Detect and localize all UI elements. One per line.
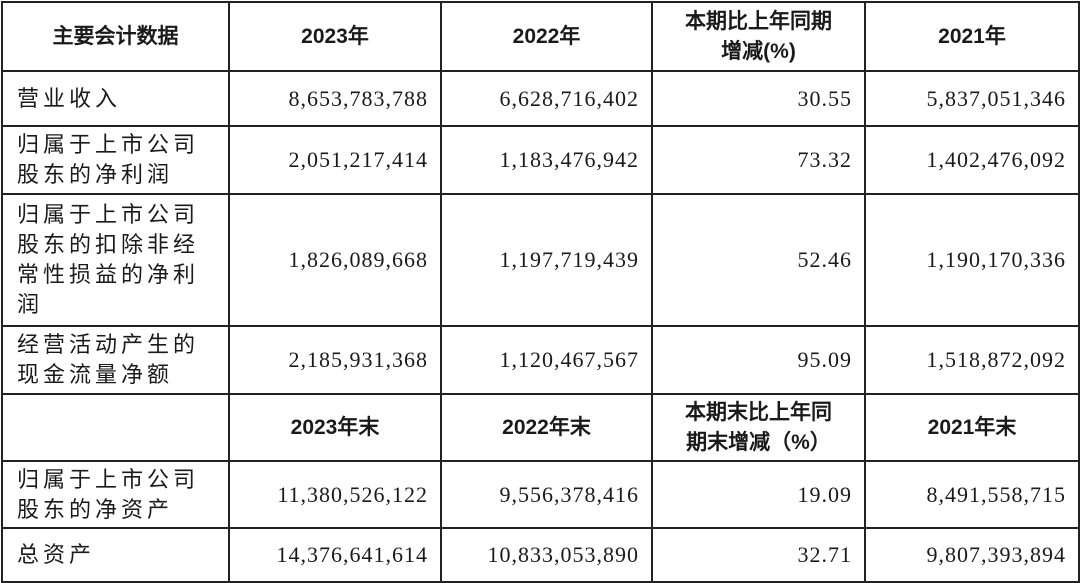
cell-value: 1,120,467,567	[440, 325, 653, 395]
row-label: 总资产	[1, 527, 230, 583]
header-cell	[1, 393, 230, 462]
table-row: 经营活动产生的现金流量净额 2,185,931,368 1,120,467,56…	[1, 325, 1080, 395]
cell-value: 11,380,526,122	[228, 460, 442, 529]
cell-value: 73.32	[651, 125, 866, 195]
header-cell: 2023年	[228, 1, 442, 72]
cell-value: 1,197,719,439	[440, 193, 653, 327]
cell-value: 2,051,217,414	[228, 125, 442, 195]
header-row-2: 2023年末 2022年末 本期末比上年同期末增减（%） 2021年末	[1, 393, 1080, 462]
table-row: 总资产 14,376,641,614 10,833,053,890 32.71 …	[1, 527, 1080, 583]
cell-value: 1,826,089,668	[228, 193, 442, 327]
row-label: 归属于上市公司股东的净利润	[1, 125, 230, 195]
row-label: 归属于上市公司股东的扣除非经常性损益的净利润	[1, 193, 230, 327]
header-cell: 2022年	[440, 1, 653, 72]
cell-value: 1,518,872,092	[864, 325, 1080, 395]
cell-value: 1,183,476,942	[440, 125, 653, 195]
row-label: 营业收入	[1, 70, 230, 127]
cell-value: 1,402,476,092	[864, 125, 1080, 195]
table-row: 营业收入 8,653,783,788 6,628,716,402 30.55 5…	[1, 70, 1080, 127]
table-row: 归属于上市公司股东的扣除非经常性损益的净利润 1,826,089,668 1,1…	[1, 193, 1080, 327]
cell-value: 30.55	[651, 70, 866, 127]
cell-value: 1,190,170,336	[864, 193, 1080, 327]
row-label: 经营活动产生的现金流量净额	[1, 325, 230, 395]
cell-value: 9,556,378,416	[440, 460, 653, 529]
header-cell: 2021年末	[864, 393, 1080, 462]
table-row: 归属于上市公司股东的净利润 2,051,217,414 1,183,476,94…	[1, 125, 1080, 195]
header-cell: 主要会计数据	[1, 1, 230, 72]
cell-value: 8,491,558,715	[864, 460, 1080, 529]
cell-value: 6,628,716,402	[440, 70, 653, 127]
cell-value: 10,833,053,890	[440, 527, 653, 583]
cell-value: 95.09	[651, 325, 866, 395]
cell-value: 8,653,783,788	[228, 70, 442, 127]
cell-value: 2,185,931,368	[228, 325, 442, 395]
header-cell: 本期末比上年同期末增减（%）	[651, 393, 866, 462]
cell-value: 9,807,393,894	[864, 527, 1080, 583]
row-label: 归属于上市公司股东的净资产	[1, 460, 230, 529]
header-cell: 本期比上年同期增减(%)	[651, 1, 866, 72]
cell-value: 19.09	[651, 460, 866, 529]
cell-value: 5,837,051,346	[864, 70, 1080, 127]
cell-value: 52.46	[651, 193, 866, 327]
header-cell: 2023年末	[228, 393, 442, 462]
header-row: 主要会计数据 2023年 2022年 本期比上年同期增减(%) 2021年	[1, 1, 1080, 72]
cell-value: 32.71	[651, 527, 866, 583]
header-cell: 2021年	[864, 1, 1080, 72]
cell-value: 14,376,641,614	[228, 527, 442, 583]
table-row: 归属于上市公司股东的净资产 11,380,526,122 9,556,378,4…	[1, 460, 1080, 529]
header-cell: 2022年末	[440, 393, 653, 462]
